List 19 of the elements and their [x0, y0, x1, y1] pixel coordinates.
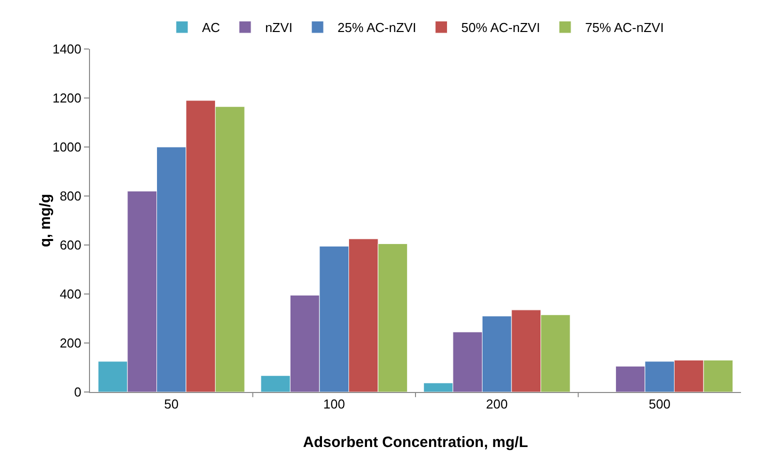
- y-tick-label: 600: [60, 238, 82, 253]
- y-axis-title: q, mg/g: [37, 194, 54, 248]
- y-tick-label: 0: [74, 384, 82, 400]
- x-tick-label: 200: [486, 396, 508, 412]
- legend-label: 25% AC-nZVI: [338, 20, 416, 36]
- y-tick-label: 400: [60, 286, 82, 302]
- legend-label: 50% AC-nZVI: [461, 20, 540, 36]
- x-axis-title: Adsorbent Concentration, mg/L: [303, 434, 528, 451]
- y-tick-label: 800: [60, 188, 82, 204]
- x-tick-label: 100: [323, 396, 345, 412]
- y-tick-label: 200: [60, 336, 82, 351]
- y-tick-label: 1200: [52, 90, 82, 106]
- legend-label: 75% AC-nZVI: [585, 20, 664, 36]
- x-tick-label: 50: [164, 396, 179, 412]
- legend-label: nZVI: [265, 20, 293, 36]
- legend-label: AC: [202, 20, 220, 36]
- y-tick-label: 1400: [52, 42, 82, 57]
- y-tick-label: 1000: [52, 140, 82, 155]
- x-tick-label: 500: [648, 396, 670, 412]
